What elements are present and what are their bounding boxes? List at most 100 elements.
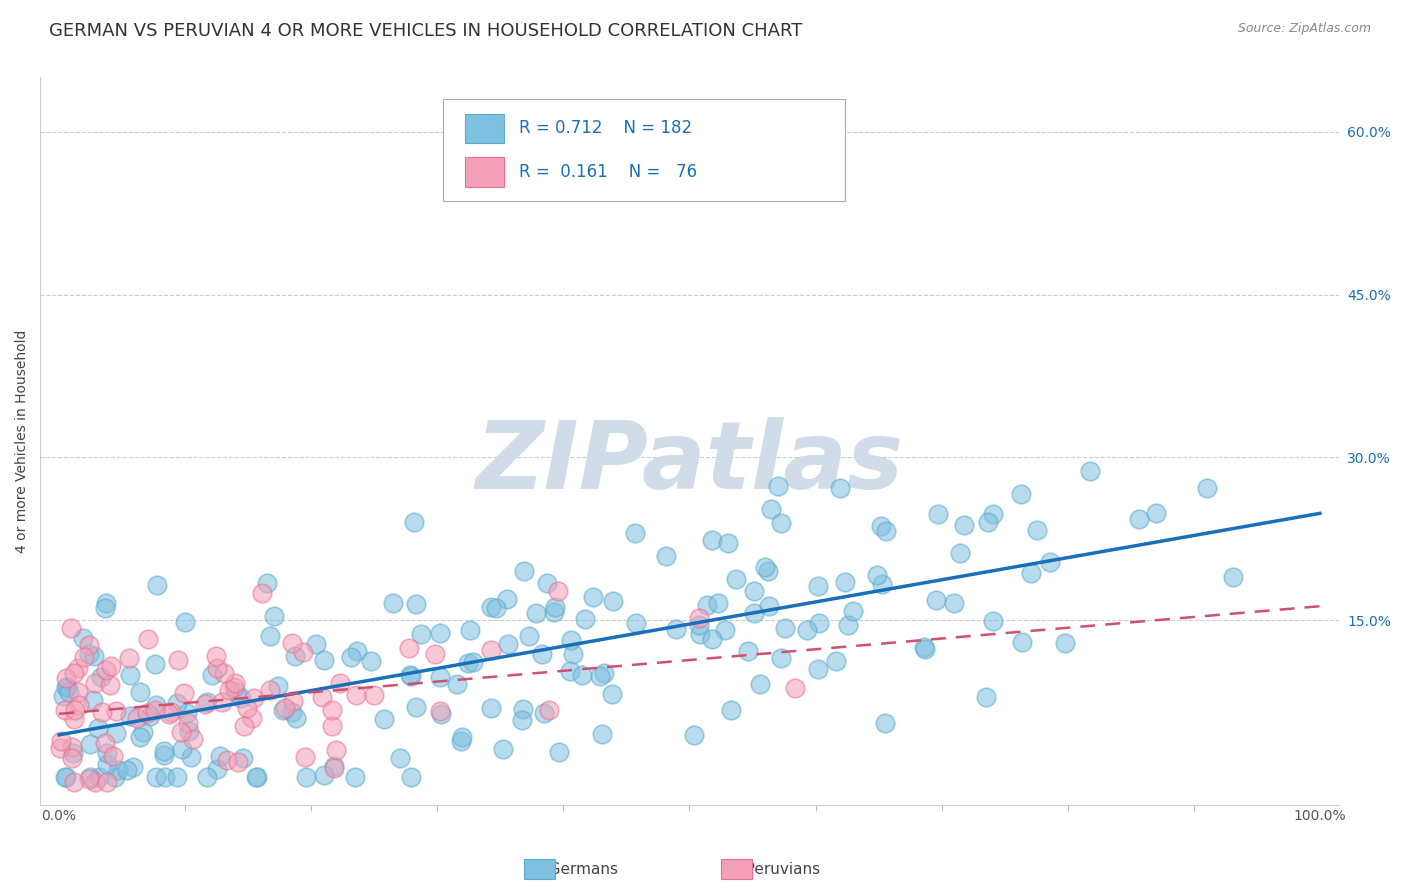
Point bbox=[759, 502, 782, 516]
Point bbox=[218, 682, 240, 697]
Point bbox=[742, 606, 765, 620]
Point bbox=[312, 767, 335, 781]
Point bbox=[981, 614, 1004, 628]
Point bbox=[405, 597, 427, 611]
Point bbox=[205, 762, 228, 776]
Point bbox=[524, 606, 547, 620]
Point bbox=[205, 649, 228, 664]
Point bbox=[224, 681, 246, 695]
Point bbox=[295, 771, 318, 785]
Point bbox=[943, 596, 966, 610]
Point bbox=[143, 703, 166, 717]
Point bbox=[389, 751, 412, 765]
Point bbox=[582, 590, 605, 604]
Point bbox=[688, 618, 710, 632]
Point bbox=[180, 750, 202, 764]
Point bbox=[589, 668, 612, 682]
Point bbox=[749, 677, 772, 691]
Point bbox=[785, 681, 807, 695]
Text: R = 0.712    N = 182: R = 0.712 N = 182 bbox=[519, 120, 692, 137]
Point bbox=[1128, 512, 1150, 526]
Point bbox=[211, 695, 233, 709]
Point bbox=[924, 592, 946, 607]
Point bbox=[766, 479, 789, 493]
Bar bbox=[465, 157, 503, 186]
Point bbox=[558, 664, 581, 678]
Point bbox=[429, 704, 451, 718]
Point bbox=[173, 686, 195, 700]
Point bbox=[495, 591, 517, 606]
Point bbox=[626, 615, 648, 630]
Point bbox=[215, 753, 238, 767]
Point bbox=[49, 741, 72, 756]
Point bbox=[73, 650, 96, 665]
Point bbox=[104, 704, 127, 718]
Point bbox=[600, 687, 623, 701]
Point bbox=[399, 669, 422, 683]
Point bbox=[281, 694, 304, 708]
Point bbox=[183, 732, 205, 747]
Point bbox=[67, 661, 90, 675]
Point bbox=[485, 601, 508, 615]
Point bbox=[205, 660, 228, 674]
Point bbox=[450, 730, 472, 744]
Point bbox=[146, 578, 169, 592]
Point bbox=[82, 693, 104, 707]
Point bbox=[423, 647, 446, 661]
Point bbox=[136, 706, 159, 721]
Point bbox=[60, 751, 83, 765]
Point bbox=[593, 666, 616, 681]
Point bbox=[166, 653, 188, 667]
Point bbox=[145, 771, 167, 785]
Point bbox=[429, 626, 451, 640]
Point bbox=[100, 677, 122, 691]
Point bbox=[322, 758, 344, 772]
Point bbox=[1039, 555, 1062, 569]
Point bbox=[153, 744, 176, 758]
Point bbox=[544, 600, 567, 615]
Point bbox=[479, 643, 502, 657]
Point bbox=[157, 706, 180, 721]
Point bbox=[321, 702, 343, 716]
Point bbox=[492, 741, 515, 756]
Bar bbox=[465, 114, 503, 143]
Point bbox=[172, 742, 194, 756]
Point bbox=[105, 726, 128, 740]
Point bbox=[122, 760, 145, 774]
Point bbox=[1025, 524, 1047, 538]
Text: ZIPatlas: ZIPatlas bbox=[475, 417, 904, 508]
Point bbox=[136, 632, 159, 647]
Point bbox=[93, 736, 115, 750]
Y-axis label: 4 or more Vehicles in Household: 4 or more Vehicles in Household bbox=[15, 329, 30, 553]
Point bbox=[720, 703, 742, 717]
Point bbox=[236, 701, 259, 715]
Point bbox=[170, 725, 193, 739]
Point bbox=[1021, 566, 1043, 580]
Point bbox=[561, 647, 583, 661]
Point bbox=[325, 742, 347, 756]
Point bbox=[914, 641, 936, 656]
Point bbox=[153, 771, 176, 785]
Point bbox=[807, 662, 830, 676]
Point bbox=[77, 772, 100, 786]
Point bbox=[323, 761, 346, 775]
Point bbox=[263, 608, 285, 623]
Point bbox=[259, 629, 281, 643]
Text: Peruvians: Peruvians bbox=[731, 863, 820, 877]
Point bbox=[77, 647, 100, 661]
Point bbox=[409, 627, 432, 641]
Point bbox=[96, 596, 118, 610]
Point bbox=[655, 549, 678, 564]
Point bbox=[830, 481, 852, 495]
Point bbox=[91, 705, 114, 719]
Point bbox=[537, 702, 560, 716]
Point bbox=[139, 709, 162, 723]
Point bbox=[127, 711, 149, 725]
Point bbox=[311, 690, 333, 704]
Point bbox=[267, 679, 290, 693]
Point bbox=[689, 627, 711, 641]
Point bbox=[574, 612, 596, 626]
Point bbox=[79, 737, 101, 751]
Point bbox=[60, 739, 83, 754]
Point bbox=[825, 654, 848, 668]
